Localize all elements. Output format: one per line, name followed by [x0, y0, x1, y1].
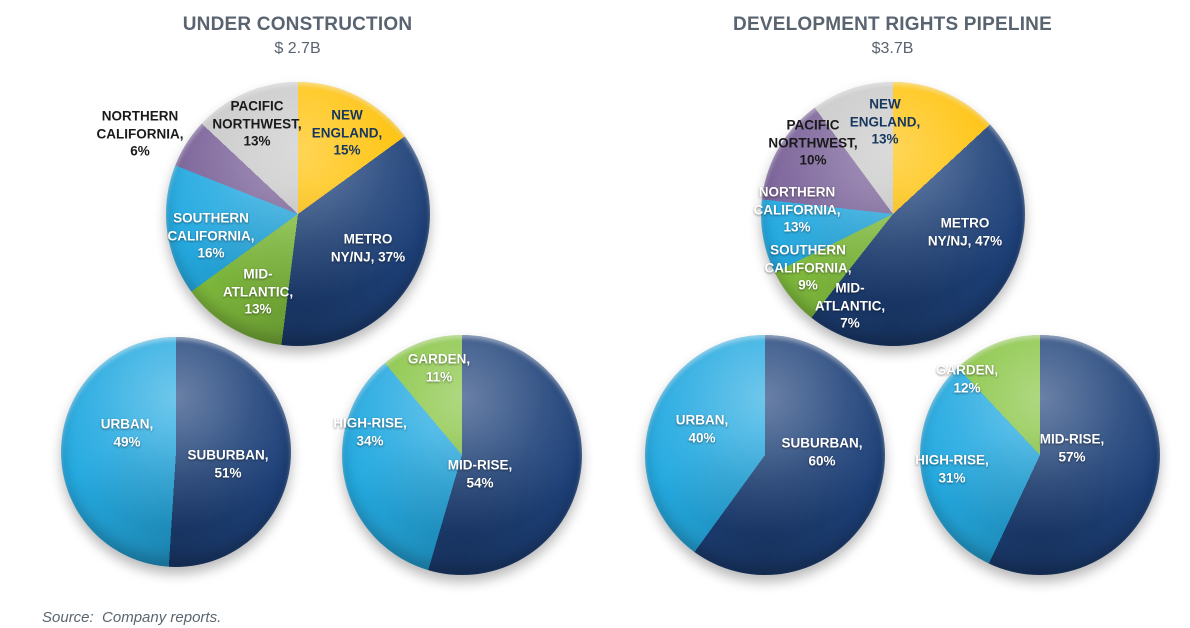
under-construction-title: UNDER CONSTRUCTION: [182, 14, 413, 35]
development-rights-pipeline-total: $3.7B: [871, 40, 914, 57]
slice-label-mid-rise: MID-RISE, 54%: [447, 457, 513, 490]
slice-label-northern-california: NORTHERN CALIFORNIA, 13%: [753, 184, 841, 235]
slice-label-garden: GARDEN, 11%: [407, 351, 471, 384]
pie-under-construction-urban-suburban: [61, 337, 291, 567]
slice-label-metro-nynj: METRO NY/NJ, 47%: [927, 215, 1003, 248]
pie-pipeline-urban-suburban: [645, 335, 885, 575]
slice-label-new-england: NEW ENGLAND, 13%: [849, 96, 921, 147]
slice-label-suburban: SUBURBAN, 60%: [781, 435, 863, 468]
slice-label-new-england: NEW ENGLAND, 15%: [311, 107, 383, 158]
slice-label-urban: URBAN, 40%: [675, 412, 729, 445]
slice-label-mid-atlantic: MID- ATLANTIC, 7%: [814, 280, 886, 331]
pie-pipeline-product-type: [920, 335, 1160, 575]
slice-label-pacific-northwest: PACIFIC NORTHWEST, 13%: [212, 98, 302, 149]
under-construction-total: $ 2.7B: [274, 40, 321, 57]
pie-under-construction-region: [166, 82, 430, 346]
slice-label-urban: URBAN, 49%: [100, 416, 154, 449]
slice-label-northern-california: NORTHERN CALIFORNIA, 6%: [96, 108, 184, 159]
under-construction-group: UNDER CONSTRUCTION $ 2.7B NEW ENGLAND, 1…: [61, 14, 582, 575]
slice-label-southern-california: SOUTHERN CALIFORNIA, 9%: [764, 242, 852, 293]
slice-label-suburban: SUBURBAN, 51%: [187, 447, 269, 480]
development-rights-pipeline-group: DEVELOPMENT RIGHTS PIPELINE $3.7B NEW EN…: [595, 0, 1190, 628]
slice-label-mid-atlantic: MID- ATLANTIC, 13%: [222, 266, 294, 317]
slice-label-garden: GARDEN, 12%: [935, 362, 999, 395]
pie-under-construction-product-type: [342, 335, 582, 575]
slice-label-southern-california: SOUTHERN CALIFORNIA, 16%: [167, 210, 255, 261]
slice-label-mid-rise: MID-RISE, 57%: [1039, 431, 1105, 464]
slice-label-pacific-northwest: PACIFIC NORTHWEST, 10%: [768, 117, 858, 168]
source-notes: Source: Company reports. As of March 31,…: [42, 570, 321, 628]
slice-label-metro-nynj: METRO NY/NJ, 37%: [330, 231, 406, 264]
pie-pipeline-region: [761, 82, 1025, 346]
source-line: Source: Company reports.: [42, 609, 222, 627]
development-rights-pipeline-title: DEVELOPMENT RIGHTS PIPELINE: [733, 14, 1052, 35]
slice-label-high-rise: HIGH-RISE, 31%: [915, 452, 989, 485]
slice-label-high-rise: HIGH-RISE, 34%: [333, 415, 407, 448]
